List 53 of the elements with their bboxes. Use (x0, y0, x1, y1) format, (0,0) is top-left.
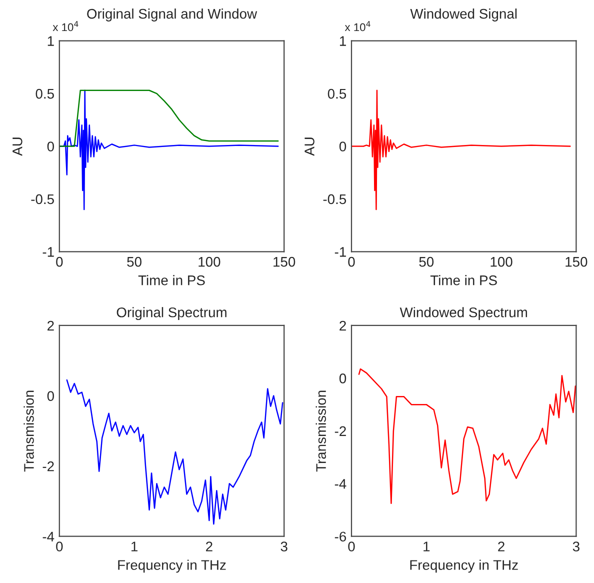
y-axis-title: Transmission (316, 390, 326, 472)
y-tick-label: 2 (48, 320, 54, 331)
y-axis-title: Transmission (24, 390, 34, 472)
y-axis-title: AU (304, 138, 314, 156)
x-tick-label: 0 (348, 256, 355, 267)
x-tick-label: 0 (348, 542, 355, 552)
line-series (59, 90, 279, 147)
y-tick-label: 0 (339, 374, 346, 384)
text: x 10$^{4}$ (344, 21, 370, 32)
x-tick-label: 50 (127, 256, 142, 267)
y-tick-label: -0.5 (31, 194, 54, 204)
y-axis-title: AU (12, 138, 22, 156)
x-tick-label: 3 (572, 542, 580, 552)
y-tick-label: 0 (47, 142, 54, 152)
x-axis-title: Time in PS (430, 275, 497, 286)
y-tick-label: 0.5 (328, 88, 346, 99)
x-axis-title: Frequency in THz (118, 560, 226, 573)
x-axis-title: Frequency in THz (410, 560, 518, 573)
x-tick-label: 1 (424, 542, 430, 552)
x-tick-label: 150 (274, 256, 296, 267)
text: x 10$^{4}$ (52, 21, 78, 32)
line-series (351, 90, 571, 210)
chart-title: Windowed Spectrum (400, 307, 527, 320)
x-tick-label: 2 (498, 542, 504, 552)
y-tick-label: -0.5 (323, 194, 346, 204)
x-tick-label: 100 (490, 256, 512, 267)
y-tick-label: -1 (334, 247, 346, 257)
chart-title: Original Signal and Window (87, 8, 258, 22)
y-tick-label: -6 (334, 532, 346, 542)
x-axis-title: Time in PS (138, 275, 205, 286)
line-series (358, 368, 576, 504)
x-tick-label: 100 (198, 256, 220, 267)
x-tick-label: 0 (56, 256, 63, 267)
y-tick-label: 1 (48, 36, 54, 46)
x-tick-label: 0 (56, 542, 63, 552)
chart-title: Windowed Signal (410, 8, 517, 22)
y-tick-label: 0 (47, 391, 54, 401)
x-tick-label: 150 (566, 256, 588, 267)
x-tick-label: 3 (280, 542, 288, 552)
y-tick-label: -2 (42, 461, 54, 472)
y-tick-label: -2 (334, 426, 346, 436)
y-tick-label: -1 (42, 247, 54, 257)
x-tick-label: 50 (419, 256, 434, 267)
x-tick-label: 2 (206, 542, 212, 552)
y-tick-label: -4 (334, 479, 346, 489)
y-tick-label: 2 (340, 320, 346, 331)
y-tick-label: -4 (42, 532, 54, 542)
y-tick-label: 0.5 (36, 88, 54, 99)
line-series (66, 379, 284, 525)
y-tick-label: 1 (340, 36, 346, 46)
y-tick-label: 0 (339, 142, 346, 152)
x-tick-label: 1 (131, 542, 138, 552)
chart-title: Original Spectrum (116, 307, 226, 320)
